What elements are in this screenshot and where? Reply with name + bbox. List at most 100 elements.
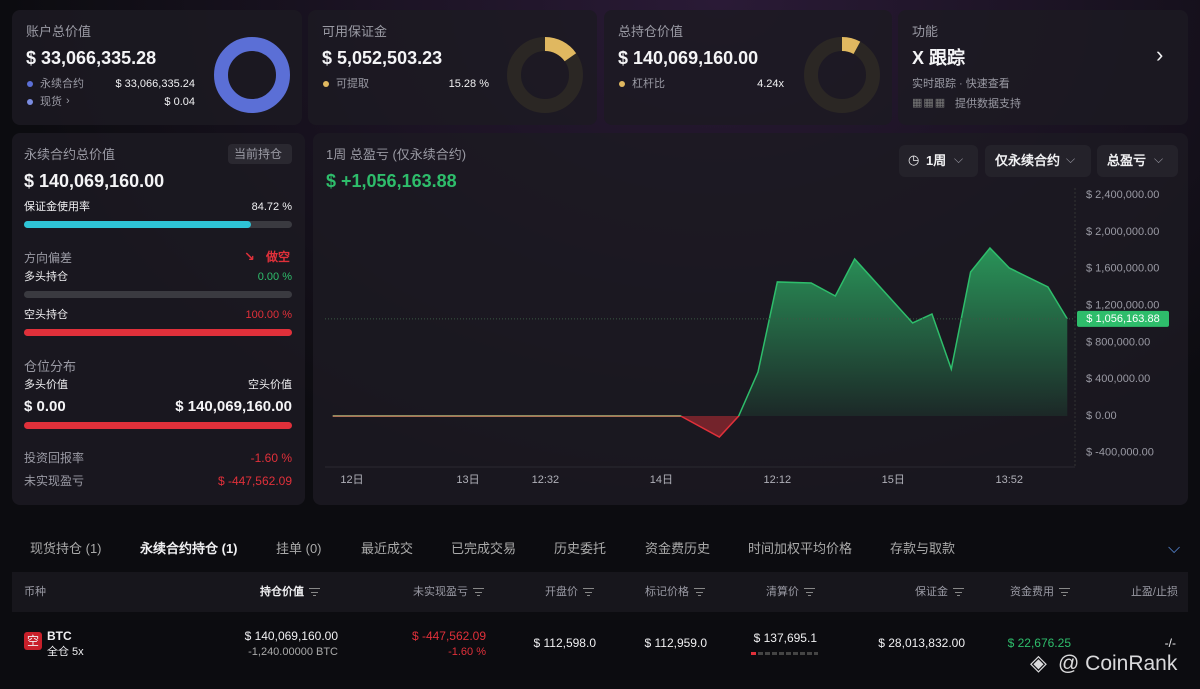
line: [332, 246, 1068, 417]
progress-fill: [24, 329, 292, 336]
value: 0.00 %: [257, 271, 292, 283]
cell: $ 140,069,160.00: [244, 629, 338, 643]
tab[interactable]: 现货持仓 (1): [30, 541, 102, 556]
caret: ⌵: [954, 152, 964, 166]
dropdown-label[interactable]: 总盈亏: [1107, 153, 1147, 168]
caret: ⌵: [1154, 152, 1164, 166]
legend-dot: [27, 99, 33, 105]
watermark: @ CoinRank: [1058, 652, 1178, 675]
label: 空头价值: [248, 379, 292, 391]
sort-icon[interactable]: [953, 588, 964, 597]
tab[interactable]: 资金费历史: [645, 541, 711, 556]
value: $ 0.00: [24, 398, 66, 415]
value: 做空: [266, 250, 291, 264]
panel-value: $ 140,069,160.00: [24, 171, 165, 191]
column-header[interactable]: 保证金: [915, 587, 964, 598]
x-tick-label: 12日: [340, 474, 363, 486]
card-title: 可用保证金: [322, 24, 388, 39]
y-tick-label: $ -400,000.00: [1086, 447, 1154, 459]
column-header[interactable]: 资金费用: [1010, 587, 1070, 598]
dropdown[interactable]: [1097, 145, 1178, 177]
chevron[interactable]: ›: [1156, 42, 1164, 67]
badge-label[interactable]: 当前持仓: [234, 147, 283, 161]
tab[interactable]: 历史委托: [554, 541, 607, 556]
panel-title: 永续合约总价值: [24, 147, 116, 162]
dropdown[interactable]: [985, 145, 1091, 177]
legend-dot: [27, 81, 33, 87]
side: 空: [27, 634, 40, 648]
watermark-icon: ◈: [1030, 650, 1047, 675]
progress-track: [24, 291, 292, 298]
header-label: 开盘价: [545, 586, 578, 598]
cell: -/-: [1164, 636, 1176, 650]
current-label: $ 1,056,163.88: [1086, 313, 1159, 325]
line-negative: [332, 416, 740, 438]
card-value: $ 140,069,160.00: [618, 48, 759, 68]
dropdown-label[interactable]: 1周: [926, 153, 947, 168]
card-value[interactable]: X 跟踪: [912, 48, 966, 68]
tab[interactable]: 永续合约持仓 (1): [140, 541, 238, 556]
sort-icon[interactable]: [583, 588, 594, 597]
tab[interactable]: 挂单 (0): [276, 541, 322, 556]
sort-icon[interactable]: [309, 588, 320, 597]
caret: ⌵: [1066, 152, 1076, 166]
column-header: 币种: [24, 587, 46, 598]
column-header[interactable]: 未实现盈亏: [413, 587, 484, 598]
sort-icon[interactable]: [473, 588, 484, 597]
value: $ 140,069,160.00: [175, 398, 292, 415]
legend-dot: [323, 81, 329, 87]
legend-dot: [619, 81, 625, 87]
dropdown[interactable]: [899, 145, 978, 177]
card-subtitle: 实时跟踪 · 快速查看: [912, 78, 1010, 90]
mode: 全仓 5x: [47, 646, 84, 658]
symbol: BTC: [47, 629, 72, 643]
donut-segment: [804, 37, 880, 113]
tab[interactable]: 时间加权平均价格: [748, 541, 853, 556]
area: [738, 247, 1068, 417]
y-tick-label: $ 1,200,000.00: [1086, 300, 1159, 312]
header-label: 资金费用: [1010, 586, 1054, 598]
y-tick-label: $ 400,000.00: [1086, 373, 1150, 385]
label: 方向偏差: [24, 251, 73, 265]
badge[interactable]: [228, 144, 292, 164]
arrow: ↘: [244, 249, 255, 264]
column-header[interactable]: 持仓价值: [260, 587, 320, 598]
sort-icon[interactable]: [694, 588, 705, 597]
legend-label[interactable]: 现货: [40, 96, 62, 108]
column-header[interactable]: 开盘价: [545, 587, 594, 598]
legend-value: $ 33,066,335.24: [115, 78, 195, 90]
risk-meter: [751, 652, 818, 655]
header-label: 未实现盈亏: [413, 586, 468, 598]
label: 投资回报率: [24, 451, 85, 465]
collapse-chevron[interactable]: ⌵: [1168, 540, 1181, 557]
value: -1.60 %: [250, 451, 292, 465]
section-title: 仓位分布: [24, 359, 77, 374]
header-label: 持仓价值: [260, 586, 304, 598]
tab[interactable]: 已完成交易: [451, 541, 517, 556]
legend-value: 15.28 %: [448, 78, 489, 90]
column-header[interactable]: 标记价格: [645, 587, 705, 598]
label: 空头持仓: [24, 309, 68, 321]
tab[interactable]: 最近成交: [361, 541, 414, 556]
donut-track: [804, 37, 880, 113]
y-tick-label: $ 0.00: [1086, 410, 1117, 422]
column-header[interactable]: 清算价: [766, 587, 815, 598]
logo: ▦▦▦: [912, 97, 947, 109]
cell: $ 112,959.0: [644, 636, 707, 650]
chevron[interactable]: ›: [66, 95, 70, 107]
sort-icon[interactable]: [1059, 588, 1070, 597]
chart-title: 1周 总盈亏 (仅永续合约): [326, 147, 467, 162]
legend-value: 4.24x: [757, 78, 784, 90]
tab[interactable]: 存款与取款: [890, 541, 956, 556]
card-note: 提供数据支持: [955, 98, 1021, 110]
clock-icon: ◷: [908, 152, 920, 167]
sort-icon[interactable]: [804, 588, 815, 597]
position-panel: [12, 133, 305, 505]
y-tick-label: $ 1,600,000.00: [1086, 263, 1159, 275]
table-header: [12, 572, 1188, 612]
header-label: 清算价: [766, 586, 799, 598]
dropdown-label[interactable]: 仅永续合约: [995, 153, 1061, 168]
card[interactable]: [898, 10, 1188, 125]
cell: $ -447,562.09: [411, 629, 486, 643]
